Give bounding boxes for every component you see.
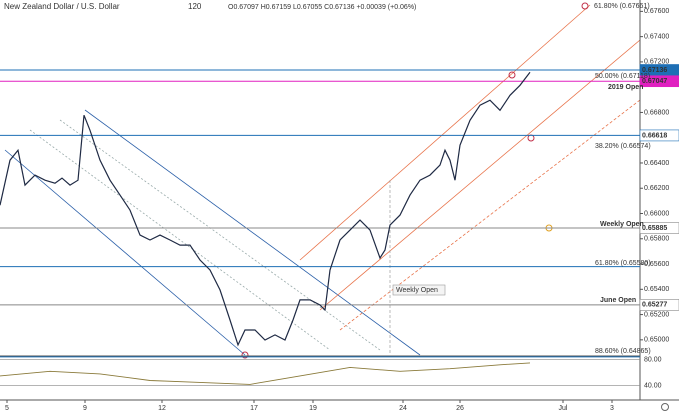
annotation: Weekly Open bbox=[396, 287, 438, 294]
x-tick-label: 24 bbox=[399, 405, 407, 412]
annotation: 2019 Open bbox=[608, 84, 643, 91]
annotation-box bbox=[392, 284, 446, 296]
y-tick-label: 0.65800 bbox=[644, 236, 669, 243]
y-tick-label: 0.67200 bbox=[644, 59, 669, 66]
rsi-line bbox=[0, 362, 531, 385]
rsi-tick-label: 80.00 bbox=[644, 356, 662, 363]
x-tick-label: 26 bbox=[456, 405, 464, 412]
price-box-label: 0.67136 bbox=[642, 67, 667, 74]
price-box bbox=[639, 129, 679, 142]
settings-icon[interactable] bbox=[661, 403, 669, 411]
price-box bbox=[639, 222, 679, 234]
annotation: 61.80% (0.65580) bbox=[595, 260, 651, 267]
annotation: Weekly Open bbox=[600, 221, 644, 228]
y-tick-label: 0.65600 bbox=[644, 261, 669, 268]
price-box bbox=[639, 299, 679, 311]
y-tick-label: 0.65400 bbox=[644, 286, 669, 293]
price-box-label: 0.65277 bbox=[642, 302, 667, 309]
x-tick-label: 3 bbox=[610, 405, 614, 412]
x-tick-label: 17 bbox=[250, 405, 258, 412]
y-tick-label: 0.66800 bbox=[644, 109, 669, 116]
rsi-tick-label: 40.00 bbox=[644, 383, 662, 390]
chart-title: New Zealand Dollar / U.S. Dollar bbox=[4, 2, 120, 11]
price-box-label: 0.67047 bbox=[642, 78, 667, 85]
interval: 120 bbox=[188, 2, 202, 11]
x-tick-label: 5 bbox=[5, 405, 9, 412]
x-tick-label: 12 bbox=[158, 405, 166, 412]
y-tick-label: 0.66200 bbox=[644, 185, 669, 192]
x-tick-label: Jul bbox=[559, 405, 568, 412]
annotation: 50.00% (0.67118) bbox=[595, 73, 650, 80]
price-box bbox=[639, 75, 679, 88]
pitchfork bbox=[4, 4, 641, 356]
y-tick-label: 0.67600 bbox=[644, 8, 669, 15]
y-tick-label: 0.65000 bbox=[644, 337, 669, 344]
price-box-label: 0.65885 bbox=[642, 225, 667, 232]
y-tick-label: 0.66400 bbox=[644, 160, 669, 167]
price-box-label: 0.66618 bbox=[642, 132, 667, 139]
annotation: 61.80% (0.67661) bbox=[594, 3, 650, 10]
ohlc: O0.67097 H0.67159 L0.67055 C0.67136 +0.0… bbox=[228, 4, 416, 11]
y-tick-label: 0.66000 bbox=[644, 210, 669, 217]
annotation: 38.20% (0.66574) bbox=[595, 143, 651, 150]
price-line bbox=[0, 71, 531, 347]
x-tick-label: 9 bbox=[83, 405, 87, 412]
x-tick-label: 19 bbox=[309, 405, 317, 412]
annotation: 88.60% (0.64865) bbox=[595, 348, 651, 355]
annotation: June Open bbox=[600, 297, 636, 304]
y-tick-label: 0.65200 bbox=[644, 311, 669, 318]
y-tick-label: 0.67400 bbox=[644, 33, 669, 40]
